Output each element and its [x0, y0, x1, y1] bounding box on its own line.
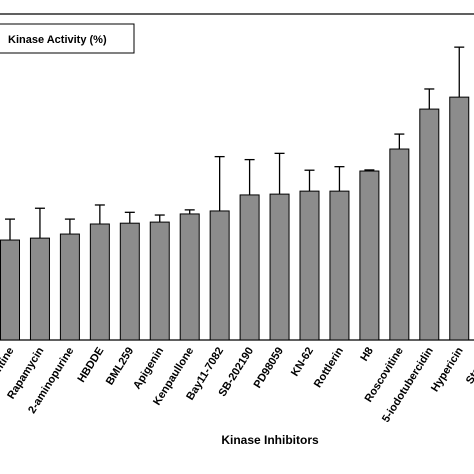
bar [329, 190, 350, 341]
bar [419, 108, 440, 341]
x-tick-label: H8 [358, 345, 376, 363]
x-tick-label: ntine [0, 345, 17, 374]
bar [149, 221, 170, 341]
bar [29, 237, 50, 341]
legend-box [0, 23, 135, 54]
bar [269, 193, 290, 341]
legend-label: Kinase Activity (%) [8, 34, 107, 46]
x-tick-label: HBDDE [75, 345, 106, 385]
bar [239, 194, 260, 341]
bar [449, 96, 470, 341]
bar [209, 210, 230, 341]
bar [119, 222, 140, 341]
x-axis-title: Kinase Inhibitors [221, 433, 319, 447]
bar [179, 213, 200, 341]
bar [0, 239, 20, 341]
bar [299, 190, 320, 341]
x-tick-label: KN-62 [289, 345, 316, 378]
x-tick-label: Rottlerin [312, 345, 346, 390]
x-tick-label: BML259 [104, 345, 137, 387]
bar [89, 223, 110, 341]
bar [59, 233, 80, 341]
x-tick-label: PD98059 [252, 345, 286, 390]
bar [359, 170, 380, 341]
bar [389, 148, 410, 341]
